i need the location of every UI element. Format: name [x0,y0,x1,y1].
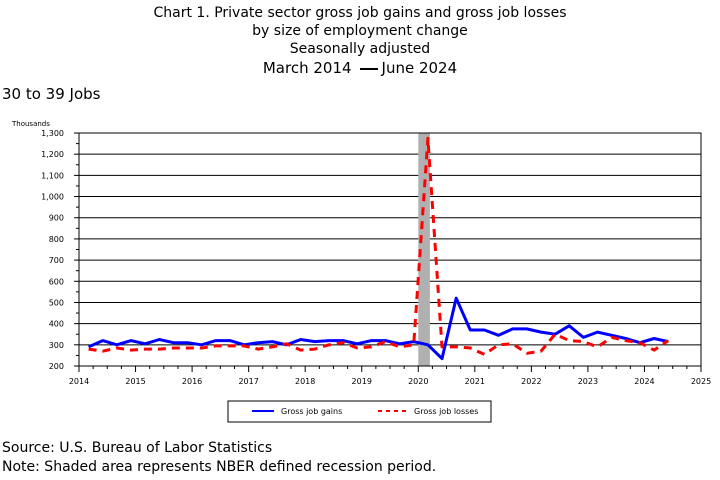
y-tick-label: 600 [49,277,64,286]
series-line-losses [88,136,670,356]
legend: Gross job gains Gross job losses [227,400,492,423]
y-tick-label: 500 [49,298,64,307]
y-tick-label: 400 [49,320,64,329]
legend-box [227,400,492,423]
x-tick-label: 2017 [238,377,258,386]
recession-note: Note: Shaded area represents NBER define… [2,459,437,475]
chart-period: March 2014 June 2024 [0,58,720,78]
period-end: June 2024 [381,59,458,77]
legend-label-gains: Gross job gains [281,407,342,416]
period-dash [359,67,378,70]
plot-border [78,132,702,367]
chart-title: Chart 1. Private sector gross job gains … [153,5,567,21]
x-tick-label: 2016 [182,377,202,386]
grid-lines [79,132,701,367]
y-tick-label: 1,000 [41,193,64,202]
source-note: Source: U.S. Bureau of Labor Statistics [2,440,273,456]
y-tick-label: 700 [49,256,64,265]
series-line-gains [87,296,669,361]
chart-title-block: Chart 1. Private sector gross job gains … [0,4,720,78]
x-tick-label: 2024 [634,377,654,386]
legend-label-losses: Gross job losses [414,407,478,416]
axes: 200 300 400 500 600 700 800 900 1,000 1,100 1,200 1… [11,120,711,386]
x-tick-label: 2019 [352,377,372,386]
x-tick-label: 2025 [691,377,711,386]
period-start: March 2014 [262,59,352,77]
series-lines [87,136,670,361]
x-tick-label: 2014 [69,377,89,386]
y-tick-label: 800 [49,235,64,244]
x-tick-label: 2018 [295,377,315,386]
chart-title-line2: by size of employment change [252,23,468,39]
y-axis-label: Thousands [11,120,50,128]
y-tick-label: 1,200 [41,150,64,159]
x-tick-label: 2022 [521,377,541,386]
y-tick-label: 200 [49,362,64,371]
recession-shading [418,133,430,366]
x-tick-label: 2015 [125,377,145,386]
x-tick-label: 2021 [465,377,485,386]
chart-subtitle: 30 to 39 Jobs [2,85,101,103]
chart-title-line3: Seasonally adjusted [289,41,431,57]
x-tick-label: 2020 [408,377,428,386]
x-tick-label: 2023 [578,377,598,386]
y-tick-label: 900 [49,214,64,223]
y-tick-label: 1,300 [41,129,64,138]
y-tick-label: 1,100 [41,171,64,180]
y-tick-label: 300 [49,341,64,350]
